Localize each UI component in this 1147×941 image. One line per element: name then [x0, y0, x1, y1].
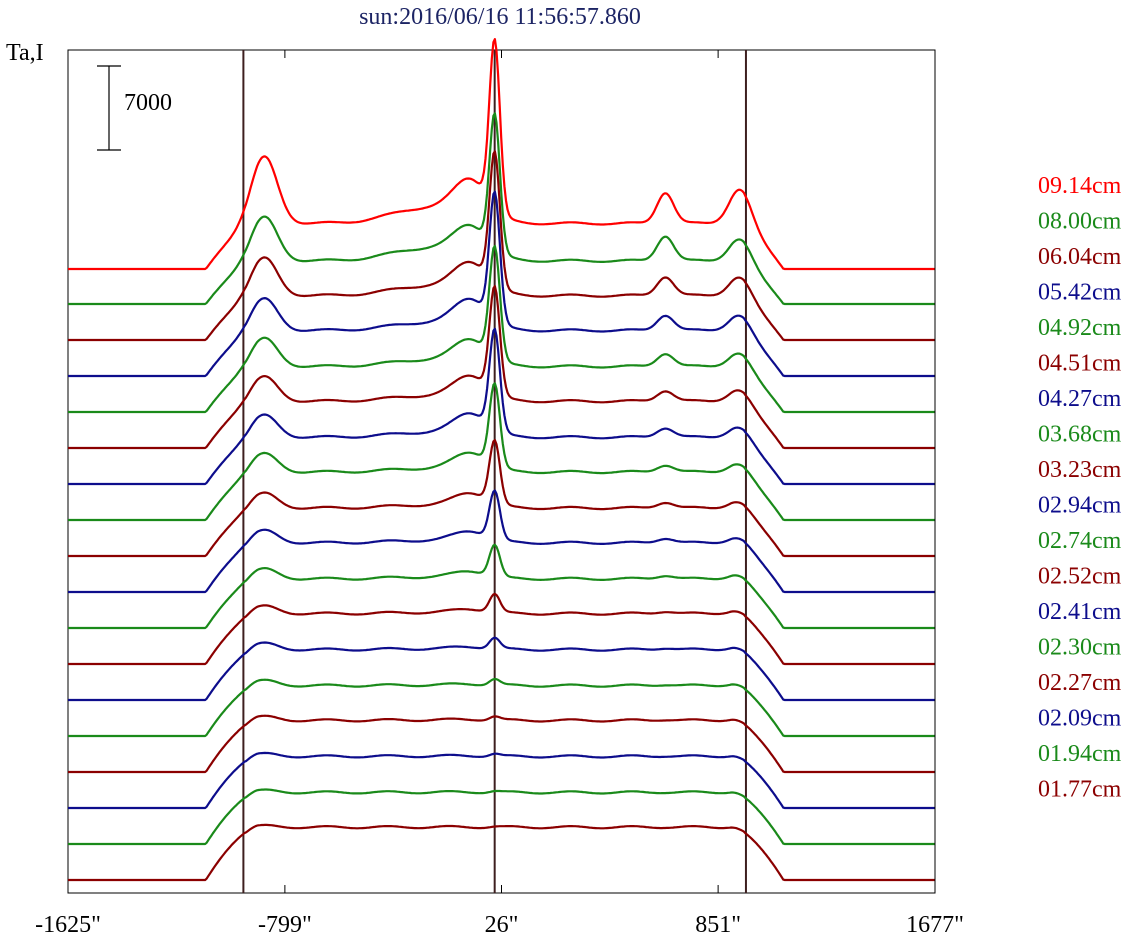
series-line	[68, 714, 935, 774]
legend-entry: 02.09cm	[1038, 706, 1122, 732]
legend-entry: 04.51cm	[1038, 351, 1122, 377]
chart-title: sun:2016/06/16 11:56:57.860	[359, 4, 641, 30]
series-line	[68, 751, 935, 810]
series-line	[68, 150, 935, 342]
x-tick-label: 851"	[695, 912, 741, 938]
legend-entry: 03.68cm	[1038, 422, 1122, 448]
series-line	[68, 439, 935, 558]
legend-entry: 02.41cm	[1038, 599, 1122, 625]
series-line	[68, 636, 935, 702]
series-line	[68, 285, 935, 450]
legend-entry: 04.27cm	[1038, 386, 1122, 412]
y-axis-label: Ta,I	[6, 40, 44, 66]
series-line	[68, 244, 935, 414]
legend-entry: 01.77cm	[1038, 777, 1122, 803]
legend-entry: 02.27cm	[1038, 670, 1122, 696]
legend-entry: 01.94cm	[1038, 741, 1122, 767]
series-line	[68, 677, 935, 738]
series-line	[68, 788, 935, 846]
legend-entry: 02.94cm	[1038, 493, 1122, 519]
series-line	[68, 327, 935, 486]
legend-entry: 02.30cm	[1038, 635, 1122, 661]
legend-entry: 04.92cm	[1038, 315, 1122, 341]
x-tick-label: -799"	[258, 912, 312, 938]
scale-bar-label: 7000	[124, 90, 172, 116]
series-line	[68, 592, 935, 666]
legend-entry: 08.00cm	[1038, 209, 1122, 235]
series-line	[68, 112, 935, 306]
series-line	[68, 489, 935, 594]
legend-entry: 09.14cm	[1038, 173, 1122, 199]
series-line	[68, 823, 935, 882]
x-tick-label: 1677"	[906, 912, 964, 938]
legend-entry: 02.74cm	[1038, 528, 1122, 554]
x-tick-label: -1625"	[35, 912, 101, 938]
series-line	[68, 37, 935, 271]
legend-entry: 02.52cm	[1038, 564, 1122, 590]
legend-entry: 06.04cm	[1038, 244, 1122, 270]
series-line	[68, 382, 935, 522]
x-tick-label: 26"	[485, 912, 519, 938]
legend-entry: 05.42cm	[1038, 280, 1122, 306]
series-line	[68, 543, 935, 630]
series-line	[68, 190, 935, 378]
legend-entry: 03.23cm	[1038, 457, 1122, 483]
